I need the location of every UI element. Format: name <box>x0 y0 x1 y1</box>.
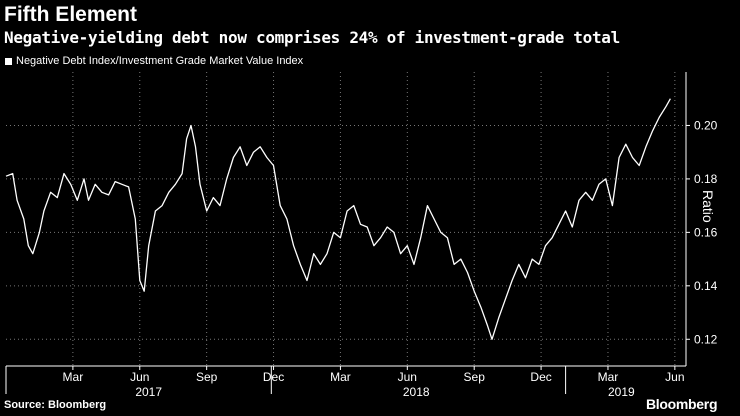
chart-title: Fifth Element <box>4 3 138 26</box>
y-axis-label: Ratio <box>700 190 716 223</box>
legend: Negative Debt Index/Investment Grade Mar… <box>5 55 303 67</box>
series-line <box>5 98 671 340</box>
x-tick-label: Jun <box>130 370 149 384</box>
x-tick-label: Mar <box>63 370 84 384</box>
x-tick-label: Dec <box>530 370 551 384</box>
bloomberg-logo: Bloomberg <box>646 396 718 412</box>
y-tick-label: 0.14 <box>694 279 718 293</box>
legend-swatch <box>5 57 12 65</box>
x-tick-label: Sep <box>196 370 218 384</box>
year-label: 2017 <box>135 385 162 399</box>
year-label: 2019 <box>608 385 635 399</box>
year-label: 2018 <box>403 385 430 399</box>
x-tick-label: Jun <box>398 370 417 384</box>
source-note: Source: Bloomberg <box>4 399 107 411</box>
y-tick-label: 0.20 <box>694 118 718 132</box>
x-tick-label: Jun <box>665 370 684 384</box>
x-tick-label: Sep <box>464 370 486 384</box>
x-tick-label: Dec <box>263 370 284 384</box>
y-tick-label: 0.16 <box>694 225 718 239</box>
chart-subtitle: Negative-yielding debt now comprises 24%… <box>4 28 620 47</box>
x-tick-label: Mar <box>598 370 619 384</box>
legend-label: Negative Debt Index/Investment Grade Mar… <box>16 55 304 67</box>
y-tick-label: 0.12 <box>694 332 718 346</box>
x-tick-label: Mar <box>330 370 351 384</box>
y-tick-label: 0.18 <box>694 172 718 186</box>
